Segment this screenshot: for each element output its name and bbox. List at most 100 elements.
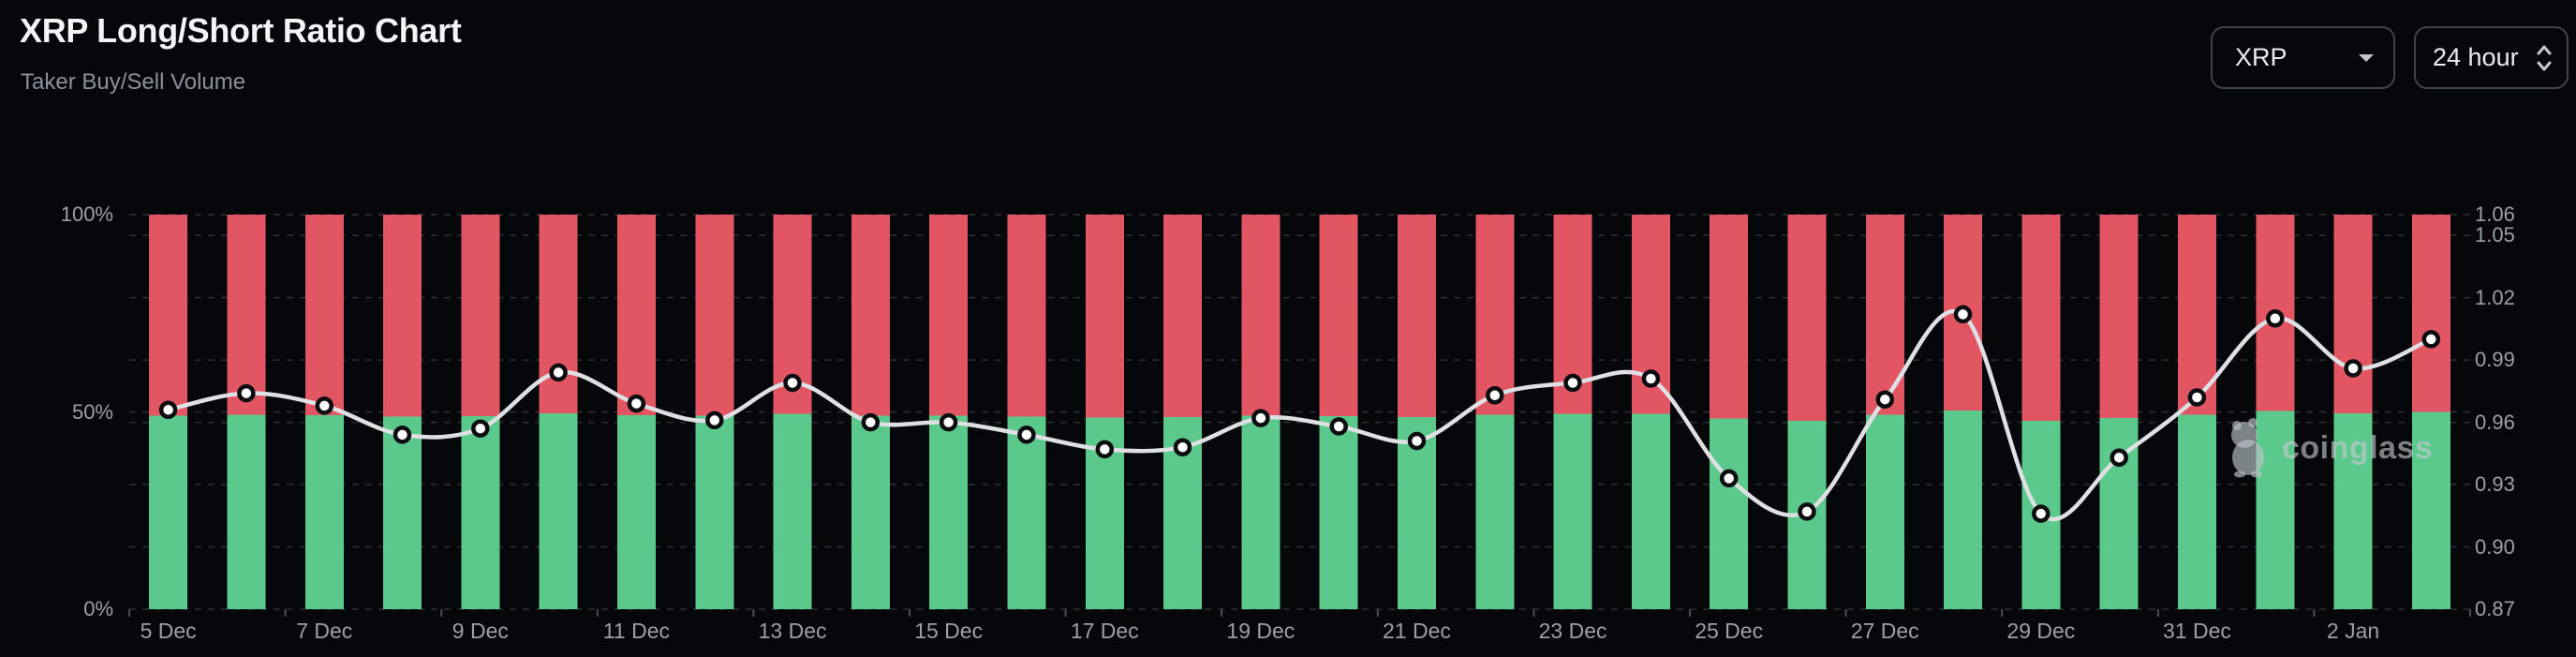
ratio-dot [392,426,412,444]
ratio-dot [471,419,490,438]
long-bar-segment [227,414,266,609]
ratio-dot [705,411,724,430]
ratio-dot [1953,305,1973,324]
short-bar-segment [1710,215,1749,419]
short-bar-segment [2333,215,2373,413]
short-bar-segment [1865,215,1904,415]
ratio-dot [1095,440,1115,459]
ratio-dot [2266,309,2285,328]
ratio-dot [1641,369,1661,388]
page-title: XRP Long/Short Ratio Chart [20,11,462,50]
short-bar-segment [2021,215,2061,421]
x-axis-label: 29 Dec [2006,619,2076,643]
x-axis-label: 5 Dec [140,619,197,643]
long-bar-segment [1007,416,1046,609]
x-axis-label: 7 Dec [296,619,353,643]
interval-select-value: 24 hour [2433,43,2519,71]
short-bar-segment [1475,215,1515,415]
y-axis-right-label: 1.05 [2475,223,2515,247]
ratio-dot [1407,431,1427,451]
ratio-dot [1173,438,1192,456]
y-axis-right-label: 1.06 [2475,202,2515,226]
symbol-select-value: XRP [2235,43,2287,71]
ratio-dot [2344,359,2362,378]
x-axis-label: 27 Dec [1850,619,1919,643]
chart-plot-area [128,214,2471,617]
short-bar-segment [1787,215,1827,421]
ratio-dot [1017,426,1036,444]
y-axis-left-label: 0% [83,597,113,620]
short-bar-segment [1007,215,1046,417]
y-axis-left: 100% 50% 0% [0,0,113,657]
ratio-dot [2110,448,2128,467]
y-axis-left-label: 100% [60,202,113,226]
long-bar-segment [2411,411,2450,609]
x-axis-label: 15 Dec [914,619,984,643]
long-bar-segment [2177,414,2216,609]
x-axis-label: 9 Dec [452,619,509,643]
ratio-dot [2032,504,2050,523]
short-bar-segment [1397,215,1436,417]
ratio-dot [1486,386,1504,405]
short-bar-segment [304,215,344,415]
x-axis-label: 23 Dec [1538,619,1607,643]
short-bar-segment [539,215,578,414]
ratio-line [166,309,2434,522]
interval-select[interactable]: 24 hour [2414,26,2569,89]
long-bar-segment [851,415,890,609]
ratio-dot [1875,390,1895,409]
long-bar-segment [1631,413,1670,609]
y-axis-right-label: 0.96 [2475,410,2515,434]
ratio-dot [158,400,178,420]
long-bar-segment [2333,412,2373,609]
short-bar-segment [1085,215,1124,418]
short-bar-segment [461,215,500,417]
ratio-dot [549,363,568,382]
short-bar-segment [695,215,734,416]
chart-canvas[interactable] [128,214,2471,620]
short-bar-segment [851,215,890,416]
long-bar-segment [304,414,344,609]
short-bar-segment [1241,215,1281,416]
long-bar-segment [149,415,188,609]
long-bar-segment [695,415,734,609]
short-bar-segment [1319,215,1358,417]
short-bar-segment [1163,215,1203,417]
ratio-dot [315,396,334,415]
chart-subtitle: Taker Buy/Sell Volume [21,69,246,95]
long-bar-segment [461,416,500,609]
long-bar-segment [1319,416,1358,609]
long-bar-segment [1241,415,1281,609]
short-bar-segment [227,215,266,415]
spinner-arrows-icon [2535,42,2554,74]
x-axis-label: 17 Dec [1070,619,1139,643]
symbol-select[interactable]: XRP [2211,26,2395,89]
x-axis-label: 21 Dec [1383,619,1451,643]
long-bar-segment [383,416,422,609]
x-axis-label: 13 Dec [758,619,827,643]
long-bar-segment [539,413,578,609]
y-axis-right-label: 0.99 [2475,348,2515,372]
ratio-dot [1719,469,1739,488]
x-axis-label: 25 Dec [1695,619,1764,643]
ratio-dot [861,412,881,432]
ratio-dot [1563,373,1582,393]
short-bar-segment [2411,215,2450,412]
ratio-dot [1798,502,1816,521]
y-axis-right-label: 0.87 [2475,597,2515,620]
x-axis-label: 31 Dec [2163,619,2231,643]
y-axis-right-label: 0.93 [2475,472,2515,497]
x-axis-label: 19 Dec [1226,619,1295,643]
long-bar-segment [1944,411,1983,609]
short-bar-segment [929,215,969,416]
long-bar-segment [1553,413,1592,609]
long-bar-segment [773,413,812,609]
ratio-dot [237,383,256,403]
caret-down-icon [2358,52,2375,63]
ratio-dot [2187,388,2207,407]
long-bar-segment [2256,411,2295,609]
ratio-dot [1251,409,1270,427]
y-axis-left-label: 50% [71,399,113,424]
x-axis-label: 11 Dec [602,619,671,643]
